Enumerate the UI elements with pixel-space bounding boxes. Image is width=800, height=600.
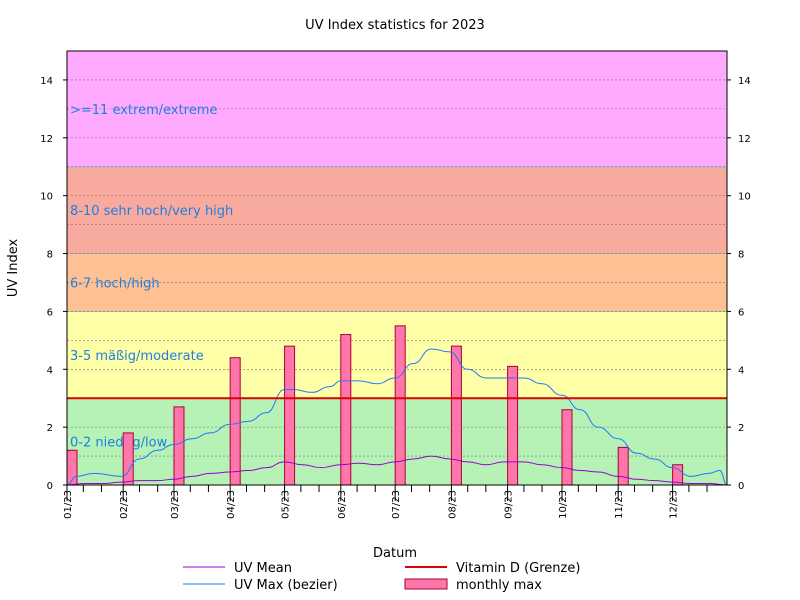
x-tick-label: 03/23 <box>170 490 181 519</box>
monthly-max-bar <box>229 357 241 486</box>
y-axis-right: 0 2 4 6 8 10 12 14 <box>727 76 751 492</box>
y-tick-label-right: 4 <box>738 365 744 376</box>
band-label-0: 0-2 niedrig/low <box>70 436 168 451</box>
y-tick-label: 0 <box>47 481 53 492</box>
band-labels: 0-2 niedrig/low 3-5 mäßig/moderate 6-7 hoc… <box>70 103 233 451</box>
monthly-max-bar <box>507 365 519 486</box>
band-label-1: 3-5 mäßig/moderate <box>70 349 204 364</box>
y-tick-label: 2 <box>47 423 53 434</box>
y-tick-label-right: 0 <box>738 481 744 492</box>
uv-mean-line <box>66 455 728 486</box>
band-label-4: >=11 extrem/extreme <box>70 103 217 118</box>
y-tick-label: 14 <box>40 76 53 87</box>
x-tick-label: 01/23 <box>63 490 74 519</box>
y-axis-left: 0 2 4 6 8 10 12 14 <box>40 76 67 492</box>
band-3 <box>67 166 727 254</box>
y-tick-label: 10 <box>40 192 53 203</box>
y-tick-label-right: 8 <box>738 250 744 261</box>
monthly-max-bar <box>450 345 462 486</box>
y-tick-label-right: 10 <box>738 192 751 203</box>
monthly-max-bar <box>284 345 296 486</box>
x-tick-label: 09/23 <box>504 490 515 519</box>
legend-swatch-box <box>404 578 448 590</box>
x-tick-label: 02/23 <box>119 490 130 519</box>
y-tick-label-right: 2 <box>738 423 744 434</box>
y-tick-label-right: 6 <box>738 307 744 318</box>
x-tick-label: 12/23 <box>669 490 680 519</box>
y-axis-label: UV Index <box>6 239 21 298</box>
monthly-max-bar <box>561 409 573 486</box>
y-tick-label-right: 12 <box>738 134 751 145</box>
y-tick-label: 6 <box>47 307 53 318</box>
y-tick-label: 8 <box>47 250 53 261</box>
x-tick-label: 07/23 <box>391 490 402 519</box>
y-tick-label-right: 14 <box>738 76 751 87</box>
legend: UV Mean Vitamin D (Grenze) UV Max (bezier)… <box>183 561 580 593</box>
x-tick-label: 05/23 <box>281 490 292 519</box>
y-tick-label: 4 <box>47 365 53 376</box>
monthly-max-bar <box>340 334 352 486</box>
x-tick-label: 08/23 <box>447 490 458 519</box>
monthly-max-bar <box>122 432 134 486</box>
x-axis-label: Datum <box>373 546 417 561</box>
monthly-max-bar <box>617 446 629 486</box>
legend-label: Vitamin D (Grenze) <box>456 561 580 576</box>
band-label-2: 6-7 hoch/high <box>70 276 160 291</box>
plot-frame <box>66 50 728 486</box>
y-tick-label: 12 <box>40 134 53 145</box>
uv-max-line <box>66 348 728 486</box>
chart-title: UV Index statistics for 2023 <box>305 18 485 33</box>
monthly-max-bar <box>173 406 185 486</box>
x-tick-label: 11/23 <box>614 490 625 519</box>
x-tick-label: 10/23 <box>558 490 569 519</box>
legend-label: UV Max (bezier) <box>234 578 338 593</box>
x-axis: 01/23 02/23 03/23 04/23 05/23 06/23 07/23 08/23… <box>63 485 708 519</box>
x-tick-label: 04/23 <box>226 490 237 519</box>
legend-label: monthly max <box>456 578 542 593</box>
band-label-3: 8-10 sehr hoch/very high <box>70 204 233 219</box>
series-lines <box>66 348 728 486</box>
x-tick-label: 06/23 <box>337 490 348 519</box>
legend-label: UV Mean <box>234 561 292 576</box>
